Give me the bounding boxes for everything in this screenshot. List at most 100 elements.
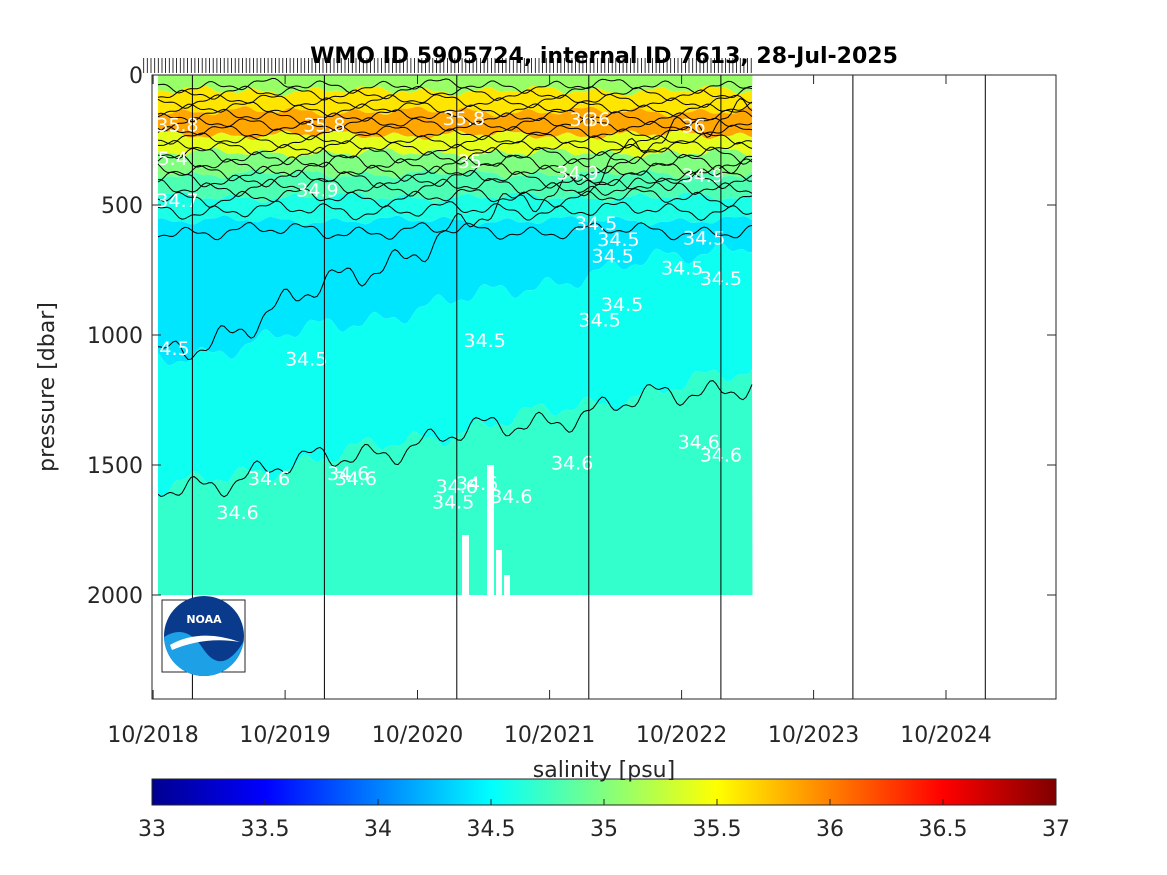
contour-label: 34.6 — [551, 452, 593, 474]
contour-label: 34.5 — [683, 228, 725, 250]
colorbar-tick-label: 35 — [590, 817, 618, 842]
contour-label: 36 — [570, 109, 594, 131]
contour-line — [157, 161, 753, 183]
x-tick-label: 10/2024 — [900, 723, 991, 748]
contour-label: 35.8 — [156, 114, 198, 136]
data-gap — [487, 465, 494, 597]
x-tick-label: 10/2022 — [636, 723, 727, 748]
contour-label: 36 — [586, 109, 610, 131]
x-tick-label: 10/2023 — [768, 723, 859, 748]
salinity-layer — [158, 129, 752, 159]
salinity-layer — [158, 192, 752, 226]
salinity-layer — [158, 75, 753, 97]
contour-line — [157, 117, 753, 132]
contour-line — [157, 200, 753, 221]
contour-line — [157, 222, 753, 241]
colorbar-label: salinity [psu] — [533, 758, 675, 783]
contour-line — [158, 140, 753, 157]
x-tick-label: 10/2018 — [107, 723, 198, 748]
colorbar-tick-label: 33.5 — [241, 817, 290, 842]
contour-line — [157, 146, 753, 166]
x-axis: 10/2018 10/2019 10/2020 10/2021 10/2022 10/20… — [107, 75, 992, 748]
data-gap — [496, 550, 502, 597]
contour-label: 34.5 — [592, 246, 634, 268]
contour-line — [157, 124, 753, 141]
y-tick-label: 2000 — [87, 584, 143, 609]
contour-line — [157, 380, 753, 498]
contour-label: 34.9 — [296, 179, 338, 201]
y-tick-label: 1500 — [87, 454, 143, 479]
colorbar-tick-label: 34 — [364, 817, 392, 842]
y-tick-label: 500 — [101, 194, 143, 219]
contour-label: 34.5 — [661, 257, 703, 279]
contour-label: 35 — [458, 151, 482, 173]
contour-label: 34.5 — [464, 330, 506, 352]
contour-line — [157, 132, 753, 149]
y-tick-label: 1000 — [87, 324, 143, 349]
contour-label: 34.9 — [682, 165, 724, 187]
x-tick-label: 10/2020 — [372, 723, 463, 748]
contour-label: 36 — [682, 116, 706, 138]
salinity-layer — [158, 147, 752, 179]
contour-label: 34.6 — [327, 463, 369, 485]
contour-line — [157, 169, 753, 190]
colorbar-tick-label: 36.5 — [919, 817, 968, 842]
year-lines — [191, 75, 986, 699]
logo-text: NOAA — [186, 613, 222, 626]
colorbar-tick-label: 34.5 — [467, 817, 516, 842]
contour-label: 34.6 — [248, 468, 290, 490]
logo-bird — [170, 635, 240, 650]
contour-label: 35.8 — [443, 108, 485, 130]
contour-label: 34.6 — [456, 473, 498, 495]
data-gap — [152, 470, 158, 597]
contour-line — [157, 101, 753, 118]
colorbar-ticks: 33 33.5 34 34.5 35 35.5 36 36.5 37 — [138, 799, 1070, 842]
contour-line — [157, 98, 753, 361]
contour-label: 34.6 — [678, 432, 720, 454]
axes-box — [151, 74, 1057, 700]
chart-title: WMO ID 5905724, internal ID 7613, 28-Jul… — [310, 44, 898, 69]
data-gaps — [152, 465, 510, 597]
contour-label: 34.5 — [147, 338, 189, 360]
contour-label: 34.5 — [575, 213, 617, 235]
contour-line — [157, 153, 753, 175]
salinity-layer — [158, 215, 752, 366]
contour-lines — [157, 78, 753, 498]
contour-label: 35.4 — [146, 148, 188, 170]
contour-line — [157, 108, 753, 125]
contour-line — [157, 93, 753, 109]
contour-line — [157, 85, 753, 102]
contour-label: 34.5 — [285, 348, 327, 370]
contour-label: 34.9 — [556, 163, 598, 185]
x-tick-label: 10/2021 — [504, 723, 595, 748]
salinity-field — [158, 75, 753, 595]
y-tick-label: 0 — [129, 64, 143, 89]
data-gap — [504, 575, 510, 597]
contour-label: 34.6 — [335, 468, 377, 490]
data-gap — [462, 535, 469, 597]
contour-line — [577, 155, 753, 196]
salinity-layer — [158, 369, 753, 595]
contour-line — [157, 78, 753, 94]
contour-line — [157, 188, 753, 209]
contour-label: 34.5 — [601, 294, 643, 316]
contour-label: 34.6 — [490, 486, 532, 508]
contour-label: 34.7 — [156, 190, 198, 212]
contour-label: 34.5 — [579, 309, 621, 331]
salinity-layer — [158, 85, 752, 117]
colorbar-tick-label: 33 — [138, 817, 166, 842]
y-axis-label: pressure [dbar] — [35, 302, 60, 472]
salinity-layer — [158, 242, 752, 498]
colorbar-tick-label: 37 — [1042, 817, 1070, 842]
profile-ticks — [143, 58, 752, 73]
contour-label: 34.5 — [432, 491, 474, 513]
contour-label: 34.5 — [597, 229, 639, 251]
colorbar-tick-label: 35.5 — [693, 817, 742, 842]
colorbar-tick-label: 36 — [816, 817, 844, 842]
contour-label: 34.6 — [216, 502, 258, 524]
y-axis: 0 500 1000 1500 2000 — [87, 64, 1056, 609]
salinity-layer — [158, 106, 752, 141]
x-tick-label: 10/2019 — [239, 723, 330, 748]
contour-line — [157, 177, 753, 198]
